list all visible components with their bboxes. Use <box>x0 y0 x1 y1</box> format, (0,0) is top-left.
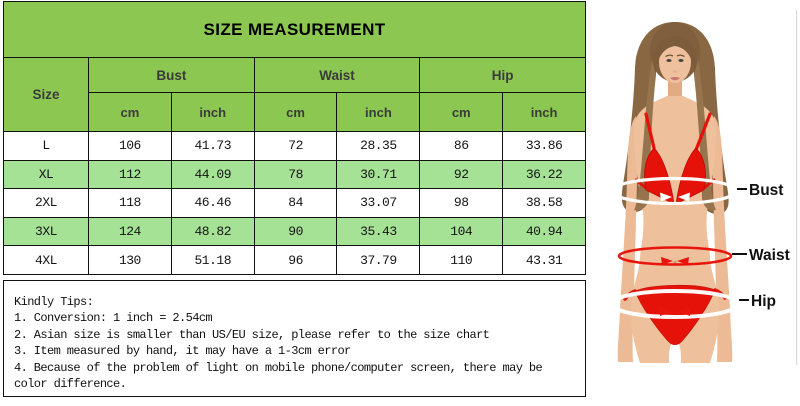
bikini-strap-right <box>694 112 712 152</box>
kindly-tips-box: Kindly Tips: 1. Conversion: 1 inch = 2.5… <box>3 279 586 397</box>
table-row-xl: XL 112 44.09 78 30.71 92 36.22 <box>3 159 586 190</box>
cell-waist-inch: 33.07 <box>336 188 421 218</box>
cell-hip-cm: 110 <box>419 245 504 275</box>
size-table: Size Bust Waist Hip cm inch cm inch cm i… <box>3 57 586 275</box>
cell-size: 2XL <box>3 188 89 218</box>
waist-label: Waist <box>749 247 790 264</box>
cell-bust-inch: 51.18 <box>170 245 255 275</box>
unit-header-hip-inch: inch <box>502 92 586 132</box>
cell-size: 4XL <box>3 245 89 275</box>
cell-bust-cm: 118 <box>88 188 172 218</box>
hip-measure-ellipse <box>610 289 740 319</box>
cell-hip-cm: 104 <box>419 216 504 247</box>
model-photo: Bust Waist Hip <box>588 0 800 406</box>
cell-hip-inch: 38.58 <box>502 188 586 218</box>
cell-waist-inch: 37.79 <box>336 245 421 275</box>
cell-hip-inch: 40.94 <box>502 216 586 247</box>
bust-label: Bust <box>749 182 783 199</box>
model-nose <box>672 70 678 73</box>
cell-waist-cm: 78 <box>253 159 338 190</box>
waist-arrow-left <box>661 257 673 265</box>
model-figure-svg: Bust Waist Hip <box>588 0 800 406</box>
col-header-hip: Hip <box>419 57 586 93</box>
cell-bust-cm: 124 <box>88 216 172 247</box>
model-right-eye <box>678 59 684 62</box>
cell-waist-cm: 90 <box>253 216 338 247</box>
tip-item: 2. Asian size is smaller than US/EU size… <box>14 327 490 342</box>
tip-item: 1. Conversion: 1 inch = 2.54cm <box>14 311 213 326</box>
cell-bust-inch: 48.82 <box>170 216 255 247</box>
unit-header-hip-cm: cm <box>419 92 504 132</box>
col-header-bust: Bust <box>88 57 255 93</box>
cell-waist-inch: 30.71 <box>336 159 421 190</box>
waist-arrow-right <box>677 257 689 265</box>
model-left-eyebrow <box>665 54 674 58</box>
unit-header-bust-inch: inch <box>170 92 255 132</box>
cell-bust-cm: 106 <box>88 131 172 161</box>
col-header-size: Size <box>3 57 89 132</box>
model-right-eyebrow <box>676 54 685 58</box>
cell-bust-inch: 41.73 <box>170 131 255 161</box>
size-chart-panel: SIZE MEASUREMENT Size Bust Waist Hip cm … <box>3 1 586 397</box>
cell-waist-cm: 84 <box>253 188 338 218</box>
unit-header-waist-cm: cm <box>253 92 338 132</box>
cell-waist-inch: 28.35 <box>336 131 421 161</box>
model-hair-strand-right <box>694 60 716 211</box>
cell-bust-cm: 130 <box>88 245 172 275</box>
model-face <box>659 41 691 83</box>
cell-hip-cm: 98 <box>419 188 504 218</box>
cell-bust-inch: 46.46 <box>170 188 255 218</box>
cell-waist-inch: 35.43 <box>336 216 421 247</box>
tip-item: 3. Item measured by hand, it may have a … <box>14 344 351 359</box>
bust-measure-ellipse <box>610 176 738 206</box>
tips-heading: Kindly Tips: <box>14 294 94 309</box>
bikini-strap-left <box>644 112 656 150</box>
hip-arrow-right <box>677 306 691 316</box>
cell-hip-inch: 36.22 <box>502 159 586 190</box>
tip-item: 4. Because of the problem of light on mo… <box>14 360 543 392</box>
bust-arrow-right <box>678 192 690 202</box>
table-row-l: L 106 41.73 72 28.35 86 33.86 <box>3 131 586 161</box>
cell-size: 3XL <box>3 216 89 247</box>
size-measurement-title: SIZE MEASUREMENT <box>3 1 586 58</box>
table-row-3xl: 3XL 124 48.82 90 35.43 104 40.94 <box>3 216 586 247</box>
table-row-4xl: 4XL 130 51.18 96 37.79 110 43.31 <box>3 245 586 275</box>
cell-hip-inch: 33.86 <box>502 131 586 161</box>
unit-header-bust-cm: cm <box>88 92 172 132</box>
cell-hip-cm: 92 <box>419 159 504 190</box>
table-row-2xl: 2XL 118 46.46 84 33.07 98 38.58 <box>3 188 586 218</box>
cell-bust-cm: 112 <box>88 159 172 190</box>
cell-size: XL <box>3 159 89 190</box>
cell-size: L <box>3 131 89 161</box>
cell-hip-inch: 43.31 <box>502 245 586 275</box>
hip-arrow-left <box>659 306 673 316</box>
waist-measure-ellipse <box>617 246 733 266</box>
model-lips <box>670 77 680 81</box>
model-front-hair <box>653 36 697 76</box>
model-figure: Bust Waist Hip <box>610 22 790 363</box>
col-header-waist: Waist <box>253 57 421 93</box>
model-left-eye <box>666 59 672 62</box>
cell-waist-cm: 96 <box>253 245 338 275</box>
cell-waist-cm: 72 <box>253 131 338 161</box>
unit-header-waist-inch: inch <box>336 92 421 132</box>
model-hair-strand-left <box>634 60 656 211</box>
hip-label: Hip <box>751 293 776 310</box>
bust-arrow-left <box>660 192 672 202</box>
cell-hip-cm: 86 <box>419 131 504 161</box>
photo-right-edge <box>796 10 798 365</box>
cell-bust-inch: 44.09 <box>170 159 255 190</box>
